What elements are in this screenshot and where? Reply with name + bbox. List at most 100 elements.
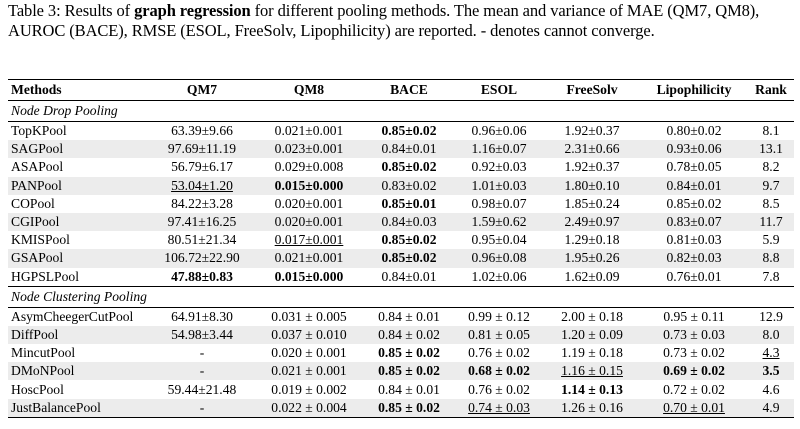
value-cell: 106.72±22.90 — [150, 249, 254, 268]
value-cell: 1.29±0.18 — [564, 232, 620, 248]
header-freesolv: FreeSolv — [544, 79, 640, 101]
value-cell: 0.96±0.06 — [471, 123, 527, 139]
value-cell: 0.85±0.02 — [364, 249, 454, 268]
caption-label: Table 3: — [8, 1, 61, 20]
table-row: COPool 84.22±3.28 0.020±0.001 0.85±0.01 0.98… — [8, 195, 794, 213]
table-row: DiffPool 54.98±3.44 0.037 ± 0.010 0.84 ± 0.… — [8, 325, 794, 345]
value-cell: 0.76 ± 0.02 — [468, 381, 530, 397]
value-cell: 1.59±0.62 — [454, 212, 544, 232]
value-cell: 8.2 — [762, 159, 780, 175]
value-cell: 4.9 — [748, 398, 794, 418]
method-name-cell: HoscPool — [11, 381, 64, 397]
value-cell: - — [199, 345, 205, 361]
value-cell: 0.92±0.03 — [471, 159, 527, 175]
value-cell: 1.80±0.10 — [544, 176, 640, 195]
method-name-cell: HGPSLPool — [11, 268, 79, 284]
value-cell: 2.00 ± 0.18 — [561, 308, 623, 324]
header-lipophilicity: Lipophilicity — [640, 79, 748, 101]
value-cell: 0.85 ± 0.02 — [364, 398, 454, 418]
table-row: JustBalancePool -0.022 ± 0.004 0.85 ± 0.02… — [8, 398, 794, 418]
value-cell: 1.16±0.07 — [454, 140, 544, 159]
method-name-cell: CGIPool — [8, 212, 150, 232]
value-cell: - — [150, 398, 254, 418]
value-cell: 0.84 ± 0.01 — [378, 381, 440, 397]
value-cell: 0.85±0.02 — [381, 159, 437, 175]
value-cell: 0.017±0.001 — [274, 232, 344, 248]
value-cell: 0.70 ± 0.01 — [640, 398, 748, 418]
table-row: SAGPool 97.69±11.19 0.023±0.001 0.84±0.01 1.… — [8, 140, 794, 159]
table-caption: Table 3: Results of graph regression for… — [8, 1, 794, 40]
value-cell: 0.029±0.008 — [274, 159, 344, 175]
table-row: GSAPool 106.72±22.90 0.021±0.001 0.85±0.02 0… — [8, 249, 794, 268]
table-row: CGIPool 97.41±16.25 0.020±0.001 0.84±0.03 1.… — [8, 212, 794, 232]
value-cell: 0.84 ± 0.01 — [378, 308, 440, 324]
value-cell: 0.020±0.001 — [274, 195, 344, 211]
value-cell: 54.98±3.44 — [150, 325, 254, 345]
value-cell: 0.85±0.02 — [381, 123, 437, 139]
value-cell: 0.93±0.06 — [640, 140, 748, 159]
value-cell: 1.16 ± 0.15 — [544, 362, 640, 381]
method-name-cell: COPool — [11, 195, 55, 211]
value-cell: 0.84±0.01 — [364, 140, 454, 159]
value-cell: 0.95±0.04 — [471, 232, 527, 248]
table-row: TopKPool 63.39±9.66 0.021±0.001 0.85±0.02 0.… — [8, 122, 794, 141]
value-cell: 63.39±9.66 — [171, 123, 233, 139]
value-cell: 4.3 — [762, 345, 780, 361]
value-cell: 0.83±0.02 — [364, 176, 454, 195]
value-cell: 0.85±0.02 — [381, 232, 437, 248]
value-cell: 56.79±6.17 — [171, 159, 233, 175]
value-cell: 0.022 ± 0.004 — [254, 398, 364, 418]
value-cell: 8.0 — [748, 325, 794, 345]
value-cell: 53.04±1.20 — [150, 176, 254, 195]
header-methods: Methods — [8, 79, 150, 101]
value-cell: 0.76±0.01 — [666, 268, 722, 284]
value-cell: 1.26 ± 0.16 — [544, 398, 640, 418]
value-cell: 97.41±16.25 — [150, 212, 254, 232]
header-esol: ESOL — [454, 79, 544, 101]
header-row: Methods QM7 QM8 BACE ESOL FreeSolv Lipop… — [8, 79, 794, 101]
caption-bold-term: graph regression — [134, 1, 251, 20]
value-cell: 0.80±0.02 — [666, 123, 722, 139]
value-cell: - — [150, 362, 254, 381]
value-cell: 0.81 ± 0.05 — [454, 325, 544, 345]
value-cell: 2.49±0.97 — [544, 212, 640, 232]
value-cell: 64.91±8.30 — [171, 308, 233, 324]
method-name-cell: ASAPool — [11, 159, 64, 175]
method-name-cell: GSAPool — [8, 249, 150, 268]
value-cell: 1.95±0.26 — [544, 249, 640, 268]
value-cell: 0.78±0.05 — [666, 159, 722, 175]
value-cell: 8.1 — [762, 123, 780, 139]
value-cell: 0.68 ± 0.02 — [454, 362, 544, 381]
caption-text-post: for different pooling methods. The mean … — [8, 1, 760, 40]
value-cell: 0.037 ± 0.010 — [254, 325, 364, 345]
value-cell: 0.019 ± 0.002 — [271, 381, 347, 397]
value-cell: 0.81±0.03 — [666, 232, 722, 248]
section-title: Node Drop Pooling — [8, 100, 794, 122]
value-cell: 0.73 ± 0.03 — [640, 325, 748, 345]
value-cell: 0.021±0.001 — [254, 249, 364, 268]
method-name-cell: KMISPool — [11, 232, 70, 248]
caption-text-pre: Results of — [60, 1, 135, 20]
value-cell: 0.023±0.001 — [254, 140, 364, 159]
value-cell: 0.73 ± 0.02 — [663, 345, 725, 361]
value-cell: 1.20 ± 0.09 — [544, 325, 640, 345]
value-cell: 1.02±0.06 — [471, 268, 527, 284]
section-header-row: Node Drop Pooling — [8, 100, 794, 122]
table-row: HGPSLPool 47.88±0.83 0.015±0.000 0.84±0.01 1… — [8, 268, 794, 287]
value-cell: 0.031 ± 0.005 — [271, 308, 347, 324]
value-cell: 0.85 ± 0.02 — [364, 362, 454, 381]
value-cell: 0.74 ± 0.03 — [454, 398, 544, 418]
value-cell: 1.92±0.37 — [564, 123, 620, 139]
table-row: AsymCheegerCutPool 64.91±8.30 0.031 ± 0.00… — [8, 307, 794, 326]
method-name-cell: DiffPool — [8, 325, 150, 345]
value-cell: 13.1 — [748, 140, 794, 159]
value-cell: 0.021 ± 0.001 — [254, 362, 364, 381]
value-cell: 0.85±0.02 — [666, 195, 722, 211]
header-rank: Rank — [748, 79, 794, 101]
value-cell: 0.84±0.03 — [364, 212, 454, 232]
method-name-cell: AsymCheegerCutPool — [11, 308, 134, 324]
value-cell: 0.99 ± 0.12 — [468, 308, 530, 324]
header-qm8: QM8 — [254, 79, 364, 101]
value-cell: 0.020±0.001 — [254, 212, 364, 232]
value-cell: 0.015±0.000 — [254, 176, 364, 195]
